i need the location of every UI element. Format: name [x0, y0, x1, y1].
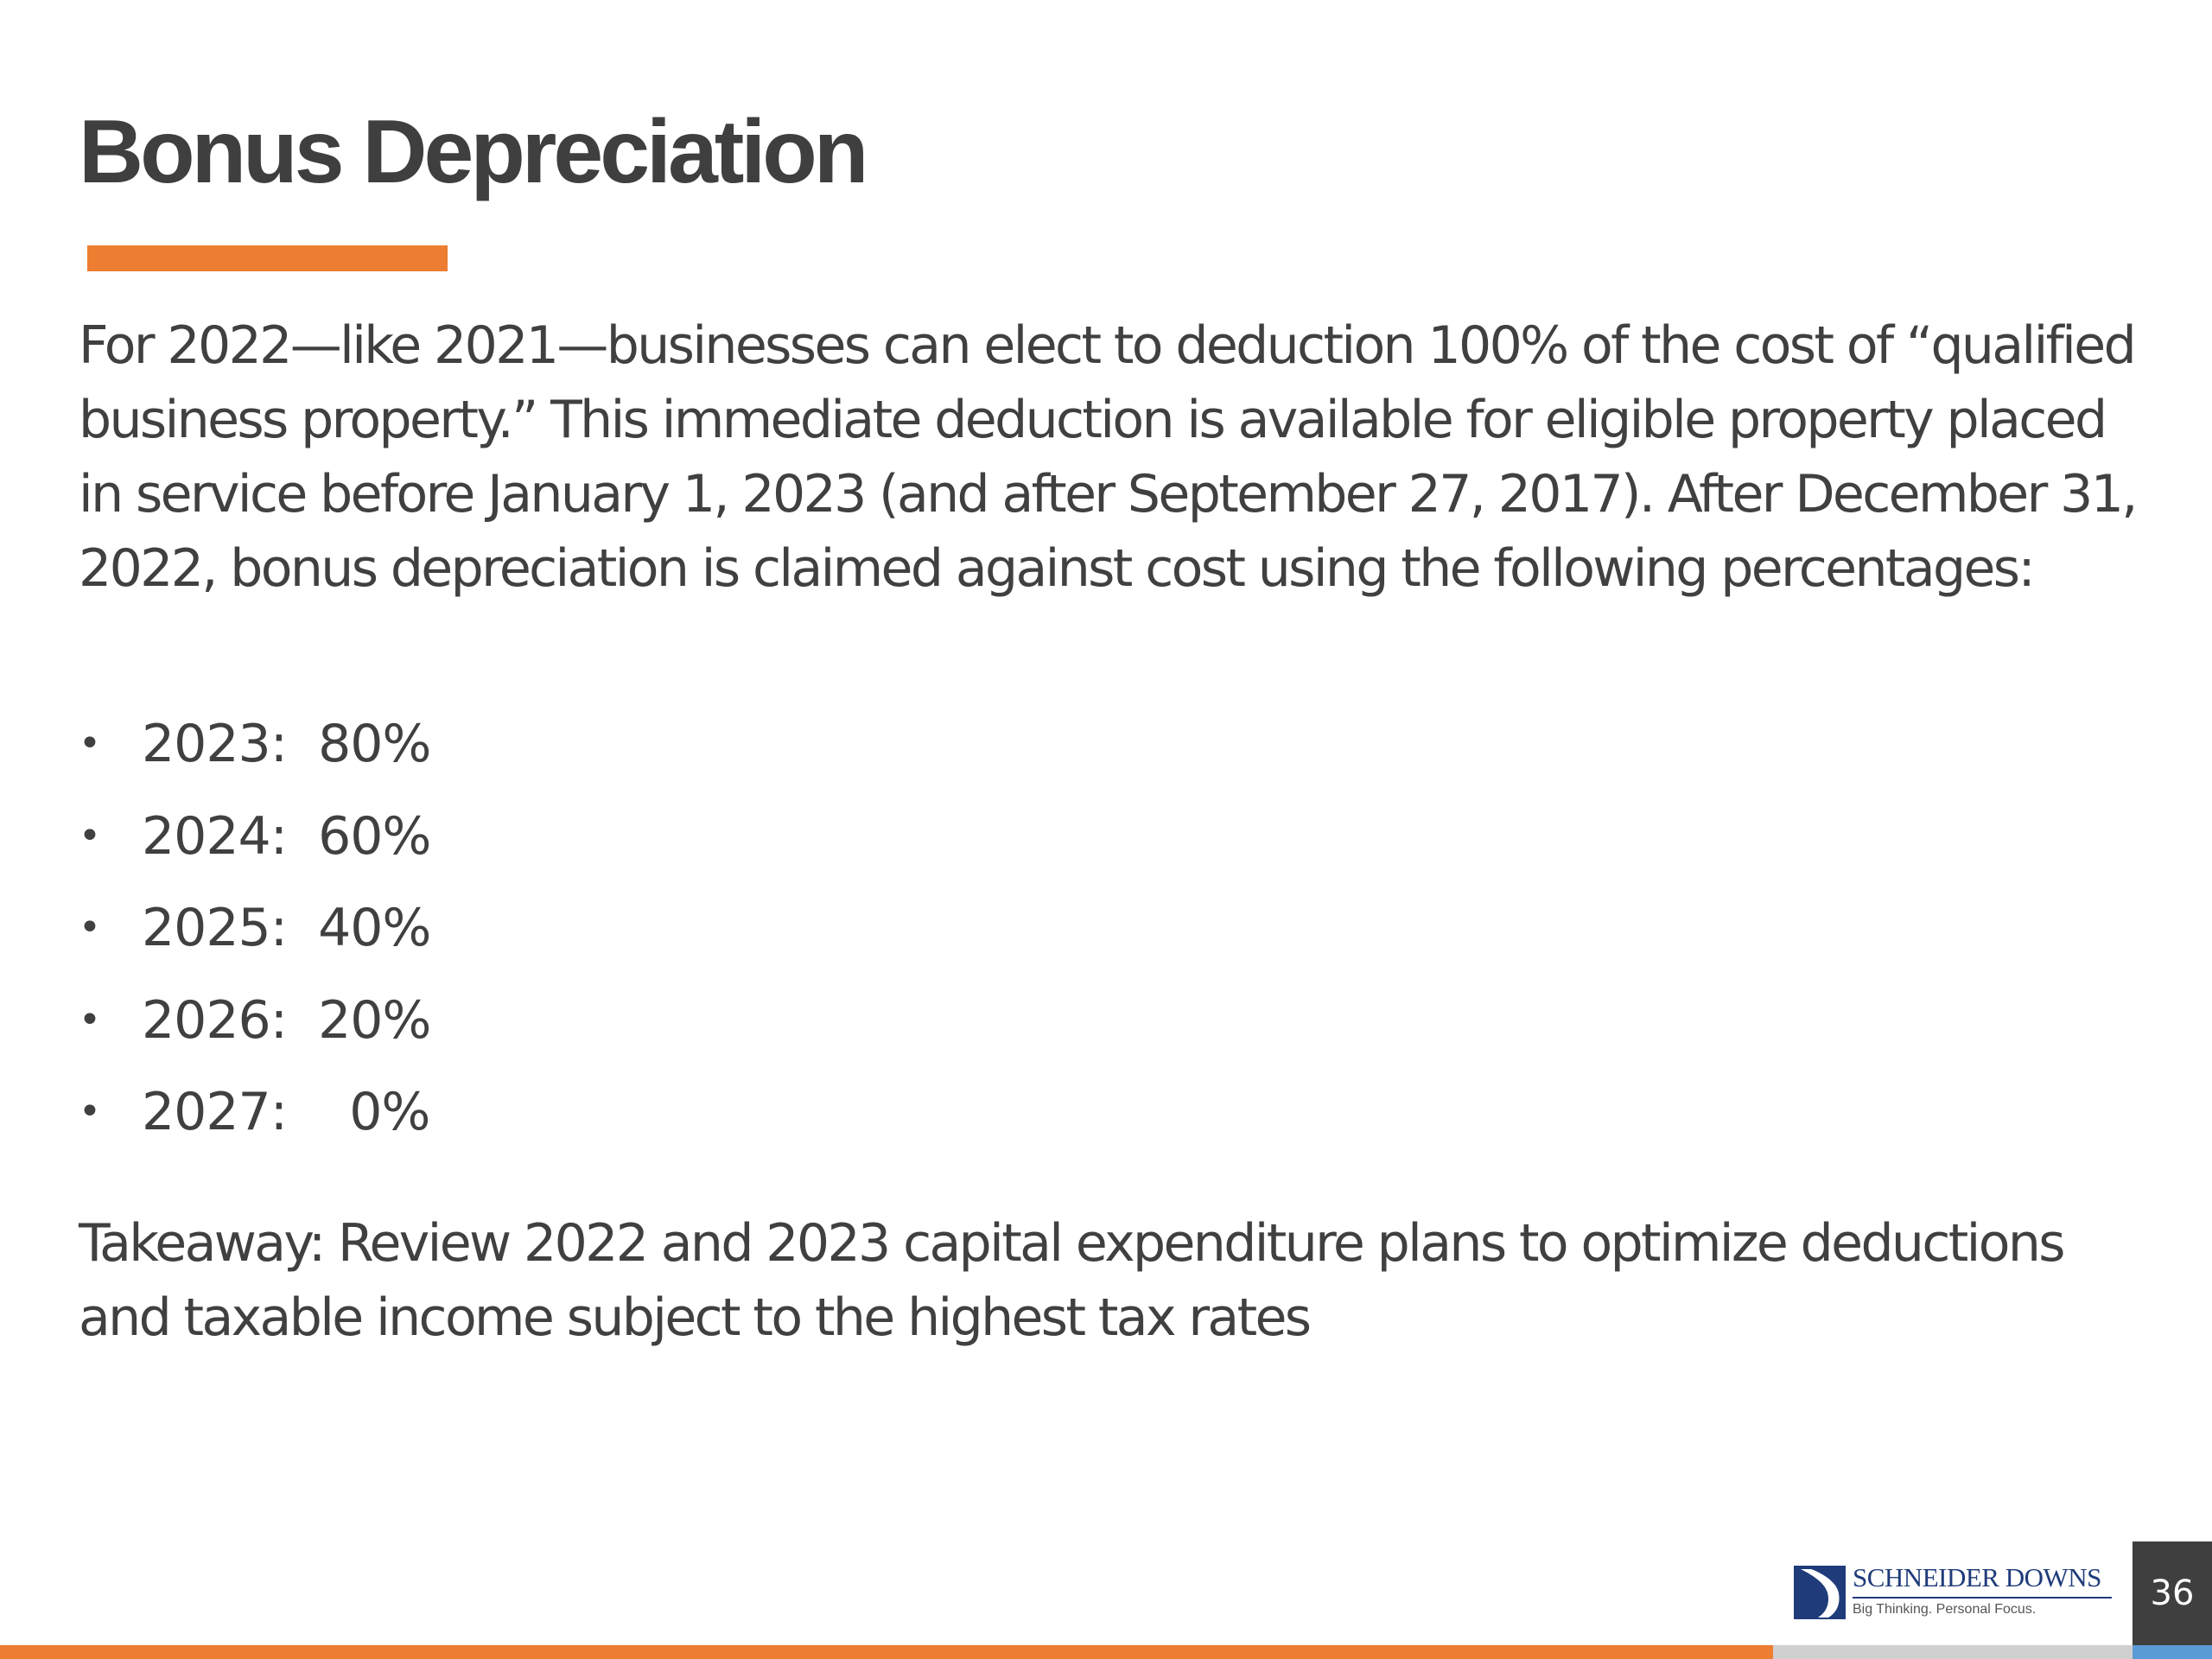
footer-bar-blue: [2133, 1645, 2212, 1659]
schneider-downs-logo: SCHNEIDER DOWNS Big Thinking. Personal F…: [1794, 1562, 2113, 1624]
logo-tagline: Big Thinking. Personal Focus.: [1853, 1602, 2037, 1617]
title-underline: [87, 245, 448, 271]
bullet-icon: •: [79, 813, 101, 858]
percent-value: 80%: [318, 714, 431, 775]
list-item: • 2026: 20%: [79, 975, 431, 1067]
percent-value: 60%: [318, 805, 431, 867]
bullet-icon: •: [79, 721, 101, 766]
percent-value: 40%: [318, 898, 431, 959]
bullet-icon: •: [79, 1090, 101, 1135]
footer-bar-orange: [0, 1645, 1773, 1659]
percent-value: 20%: [318, 989, 431, 1051]
list-item: • 2027: 0%: [79, 1066, 430, 1159]
year-label: 2027:: [142, 1082, 288, 1143]
intro-paragraph: For 2022—like 2021—businesses can elect …: [79, 315, 2138, 599]
logo-divider: [1853, 1597, 2112, 1599]
page-number: 36: [2133, 1541, 2212, 1645]
list-item: • 2023: 80%: [79, 698, 431, 791]
bullet-icon: •: [79, 906, 101, 950]
list-item: • 2024: 60%: [79, 791, 431, 883]
year-label: 2025:: [142, 898, 288, 959]
slide-title: Bonus Depreciation: [79, 102, 868, 202]
year-label: 2024:: [142, 805, 288, 867]
logo-mark-icon: [1794, 1566, 1846, 1619]
percent-value: 0%: [318, 1082, 430, 1143]
list-item: • 2025: 40%: [79, 882, 431, 975]
year-label: 2026:: [142, 989, 288, 1051]
takeaway-text: Takeaway: Review 2022 and 2023 capital e…: [79, 1213, 2066, 1348]
footer-bar-gray: [1773, 1645, 2133, 1659]
logo-name: SCHNEIDER DOWNS: [1853, 1562, 2101, 1592]
year-label: 2023:: [142, 714, 288, 775]
percentage-list: • 2023: 80% • 2024: 60% • 2025: 40% • 20…: [79, 698, 431, 1159]
bullet-icon: •: [79, 997, 101, 1042]
